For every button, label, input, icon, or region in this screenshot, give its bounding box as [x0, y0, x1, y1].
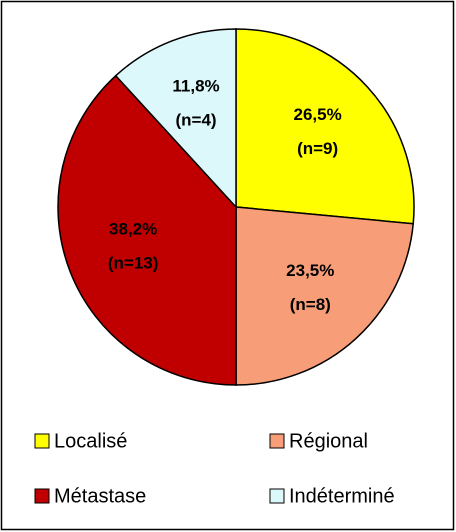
slice-count: (n=13): [108, 253, 159, 272]
legend-label: Indéterminé: [289, 485, 395, 507]
slice-label: 23,5%: [286, 261, 334, 280]
legend-label: Régional: [289, 430, 368, 452]
legend-label: Localisé: [54, 430, 127, 452]
pie-slice: [235, 206, 415, 386]
legend-swatch: [269, 488, 285, 504]
slice-label: 11,8%: [172, 77, 219, 96]
slice-count: (n=4): [175, 111, 216, 130]
legend-swatch: [269, 433, 285, 449]
slice-label: 26,5%: [294, 105, 342, 124]
slice-label: 38,2%: [109, 219, 157, 238]
slice-count: (n=8): [290, 295, 331, 314]
pie-slice: [114, 28, 237, 209]
pie-slice: [57, 74, 237, 386]
legend-swatch: [34, 488, 50, 504]
legend-label: Métastase: [54, 485, 146, 507]
pie-slice: [235, 28, 415, 225]
legend-swatch: [34, 433, 50, 449]
slice-count: (n=9): [297, 139, 338, 158]
